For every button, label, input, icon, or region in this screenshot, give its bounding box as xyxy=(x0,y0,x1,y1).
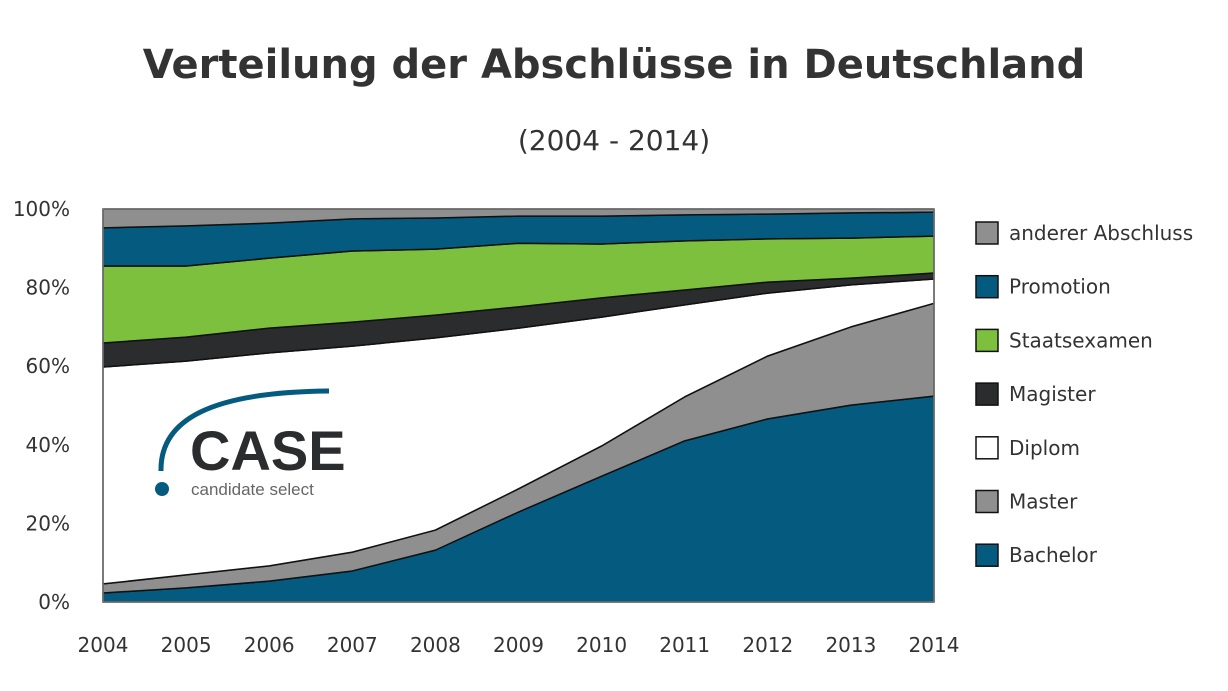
logo-arc xyxy=(158,388,330,472)
logo-tagline: candidate select xyxy=(191,480,314,499)
x-tick-label: 2009 xyxy=(493,633,544,657)
y-tick-label: 60% xyxy=(26,354,70,378)
x-tick-label: 2012 xyxy=(742,633,793,657)
y-tick-label: 20% xyxy=(26,511,70,535)
legend-label: Staatsexamen xyxy=(1009,328,1153,352)
legend-swatch xyxy=(975,543,999,567)
x-tick-label: 2013 xyxy=(825,633,876,657)
legend-swatch xyxy=(975,274,999,299)
x-tick-label: 2014 xyxy=(909,633,960,657)
legend-swatch xyxy=(975,436,999,460)
logo-dot xyxy=(155,482,169,496)
legend-swatch xyxy=(975,328,999,353)
logo-name: CASE xyxy=(190,419,346,482)
legend-label: Diplom xyxy=(1009,436,1080,460)
x-tick-label: 2011 xyxy=(659,633,710,657)
chart-subtitle: (2004 - 2014) xyxy=(517,124,711,157)
y-tick-label: 80% xyxy=(26,276,70,300)
legend-label: Master xyxy=(1009,490,1078,514)
x-tick-label: 2007 xyxy=(327,633,378,657)
y-tick-label: 0% xyxy=(38,590,70,614)
y-tick-label: 40% xyxy=(26,433,70,457)
x-tick-label: 2008 xyxy=(410,633,461,657)
x-tick-label: 2005 xyxy=(161,633,212,657)
legend-label: Promotion xyxy=(1009,275,1111,299)
legend-swatch xyxy=(975,382,999,406)
legend-label: Bachelor xyxy=(1009,543,1098,567)
plot-frame xyxy=(102,208,935,603)
x-tick-label: 2010 xyxy=(576,633,627,657)
legend-label: Magister xyxy=(1009,382,1096,406)
legend-swatch xyxy=(975,221,999,245)
chart-title: Verteilung der Abschlüsse in Deutschland xyxy=(142,42,1086,88)
y-tick-label: 100% xyxy=(13,197,70,221)
x-tick-label: 2006 xyxy=(244,633,295,657)
legend-swatch xyxy=(975,489,999,514)
legend-label: anderer Abschluss xyxy=(1009,221,1193,245)
x-tick-label: 2004 xyxy=(78,633,129,657)
